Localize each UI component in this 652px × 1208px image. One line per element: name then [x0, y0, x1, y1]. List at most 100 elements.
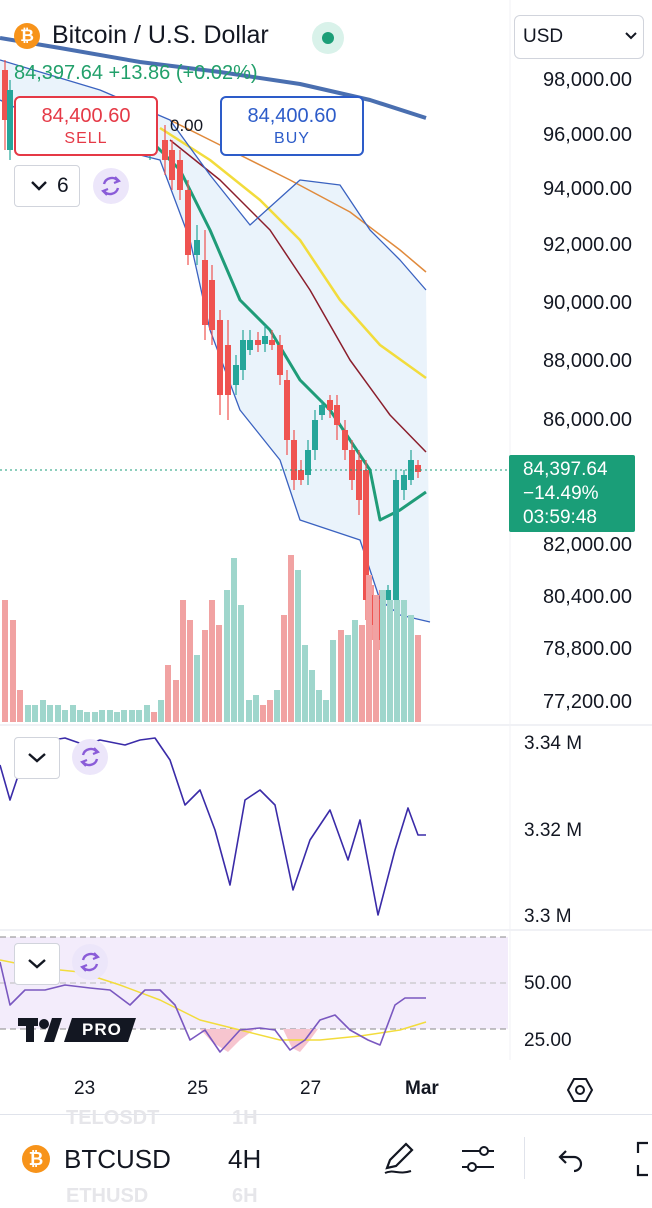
volume-bar: [281, 615, 287, 722]
candle-body: [209, 280, 215, 330]
refresh-icon[interactable]: [72, 739, 108, 775]
candle-body: [269, 340, 275, 345]
candle-body: [349, 450, 355, 480]
volume-bar: [224, 590, 230, 722]
volume-bar: [401, 600, 407, 722]
rsi-ma-line: [0, 959, 427, 1041]
volume-bar: [246, 700, 252, 722]
watermark-pro: PRO: [82, 1020, 122, 1039]
candle-body: [2, 70, 8, 120]
volume-bar: [216, 625, 222, 722]
volume-bar: [373, 595, 379, 722]
bottom-toolbar: TELOSDT 1H ETHUSD 6H ₿ BTCUSD 4H: [0, 1107, 652, 1207]
tradingview-logo: PRO: [18, 1016, 138, 1044]
volume-bar: [274, 690, 280, 722]
last-price: 84,397.64: [523, 459, 608, 480]
pencil-icon[interactable]: [381, 1140, 417, 1181]
volume-bar: [209, 600, 215, 722]
undo-icon[interactable]: [556, 1145, 586, 1178]
price-axis-label: 96,000.00: [543, 124, 632, 146]
volume-bar: [345, 635, 351, 722]
candle-body: [233, 365, 239, 385]
volume-bar: [55, 705, 61, 722]
chart-settings-icon[interactable]: [566, 1076, 594, 1109]
volume-bar: [253, 695, 259, 722]
volume-bar: [408, 615, 414, 722]
candle-body: [319, 405, 325, 415]
volume-bar: [187, 620, 193, 722]
status-dot-icon: [312, 22, 344, 54]
chevron-down-icon: [28, 174, 50, 201]
chevron-down-icon: [25, 746, 49, 773]
candle-body: [202, 260, 208, 325]
volume-bar: [316, 690, 322, 722]
bitcoin-icon: ₿: [22, 1145, 50, 1173]
price-axis-label: 92,000.00: [543, 234, 632, 256]
long-ma-line: [0, 36, 427, 120]
candle-body: [305, 450, 311, 475]
volume-bar: [129, 710, 135, 722]
fullscreen-icon[interactable]: [634, 1141, 652, 1182]
time-axis-label: 23: [74, 1078, 96, 1099]
candle-body: [7, 90, 13, 150]
ma-red-line: [169, 139, 427, 453]
refresh-icon[interactable]: [72, 944, 108, 980]
volume-bar: [330, 640, 336, 722]
symbol-title[interactable]: Bitcoin / U.S. Dollar: [52, 21, 269, 49]
volume-bar: [165, 665, 171, 722]
ghost-symbol-2: ETHUSD: [66, 1185, 149, 1207]
chevron-down-icon: [25, 952, 49, 979]
candle-body: [169, 150, 175, 180]
ghost-interval-2: 6H: [232, 1185, 258, 1207]
volume-bar: [10, 620, 16, 722]
volume-bar: [2, 600, 8, 722]
chevron-down-icon: [623, 27, 639, 50]
price-axis-label: 98,000.00: [543, 69, 632, 91]
toolbar-symbol-button[interactable]: BTCUSD: [64, 1144, 171, 1174]
candle-body: [298, 470, 304, 480]
volume-bar: [84, 712, 90, 722]
volume-bar: [194, 655, 200, 722]
pane2-axis-label: 50.00: [524, 973, 572, 994]
pane2-collapse-button[interactable]: [14, 943, 60, 985]
volume-bar: [70, 705, 76, 722]
sliders-icon[interactable]: [460, 1142, 496, 1181]
currency-select[interactable]: USD: [514, 15, 644, 59]
ghost-interval-1: 1H: [232, 1107, 258, 1129]
volume-bar: [180, 600, 186, 722]
price-axis-label: 88,000.00: [543, 350, 632, 372]
volume-bar: [202, 630, 208, 722]
pane1-axis-label: 3.3 M: [524, 906, 572, 927]
volume-bar: [62, 710, 68, 722]
toolbar-interval-button[interactable]: 4H: [228, 1144, 262, 1174]
volume-bar: [77, 710, 83, 722]
candle-body: [240, 340, 246, 370]
candle-body: [363, 470, 369, 600]
candle-body: [327, 400, 333, 410]
indicators-toggle[interactable]: 6: [14, 165, 80, 207]
volume-bar: [121, 710, 127, 722]
candle-body: [284, 380, 290, 440]
bar-countdown: 03:59:48: [523, 507, 597, 528]
volume-bar: [17, 690, 23, 722]
price-axis-label: 78,800.00: [543, 638, 632, 660]
candle-body: [342, 430, 348, 450]
volume-bar: [136, 710, 142, 722]
ma-yellow-line: [159, 126, 427, 380]
volume-bar: [260, 705, 266, 722]
pane1-axis-label: 3.32 M: [524, 820, 583, 841]
volume-bar: [387, 600, 393, 722]
price-axis-label: 77,200.00: [543, 691, 632, 713]
candle-body: [291, 440, 297, 480]
candle-body: [356, 460, 362, 500]
volume-bar: [302, 645, 308, 722]
pane1-collapse-button[interactable]: [14, 737, 60, 779]
buy-button[interactable]: 84,400.60 BUY: [220, 96, 364, 156]
sell-label: SELL: [64, 130, 108, 147]
refresh-icon[interactable]: [93, 168, 129, 204]
volume-bar: [114, 712, 120, 722]
candle-body: [262, 336, 268, 344]
volume-bar: [338, 630, 344, 722]
sell-button[interactable]: 84,400.60 SELL: [14, 96, 158, 156]
